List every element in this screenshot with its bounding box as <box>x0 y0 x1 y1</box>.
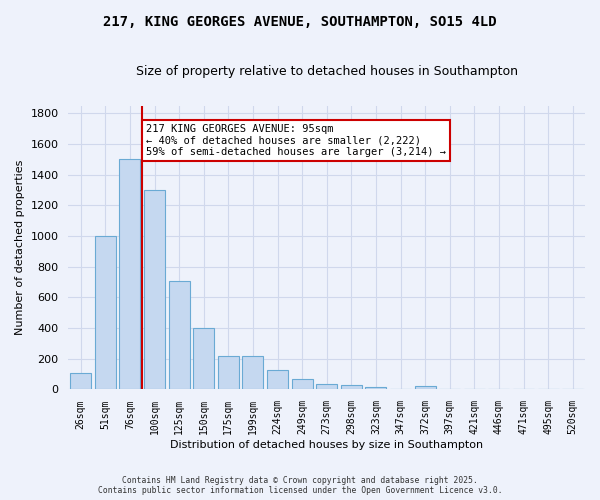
Bar <box>316 384 337 390</box>
Bar <box>415 386 436 390</box>
Bar <box>95 236 116 390</box>
Text: Contains HM Land Registry data © Crown copyright and database right 2025.
Contai: Contains HM Land Registry data © Crown c… <box>98 476 502 495</box>
Text: 217 KING GEORGES AVENUE: 95sqm
← 40% of detached houses are smaller (2,222)
59% : 217 KING GEORGES AVENUE: 95sqm ← 40% of … <box>146 124 446 157</box>
Text: 217, KING GEORGES AVENUE, SOUTHAMPTON, SO15 4LD: 217, KING GEORGES AVENUE, SOUTHAMPTON, S… <box>103 15 497 29</box>
Bar <box>365 387 386 390</box>
Bar <box>193 328 214 390</box>
Bar <box>70 372 91 390</box>
Bar <box>169 280 190 390</box>
X-axis label: Distribution of detached houses by size in Southampton: Distribution of detached houses by size … <box>170 440 483 450</box>
Bar <box>267 370 288 390</box>
Y-axis label: Number of detached properties: Number of detached properties <box>15 160 25 335</box>
Bar <box>242 356 263 390</box>
Bar <box>341 385 362 390</box>
Bar <box>144 190 165 390</box>
Bar <box>119 160 140 390</box>
Title: Size of property relative to detached houses in Southampton: Size of property relative to detached ho… <box>136 65 518 78</box>
Bar <box>218 356 239 390</box>
Bar <box>292 378 313 390</box>
